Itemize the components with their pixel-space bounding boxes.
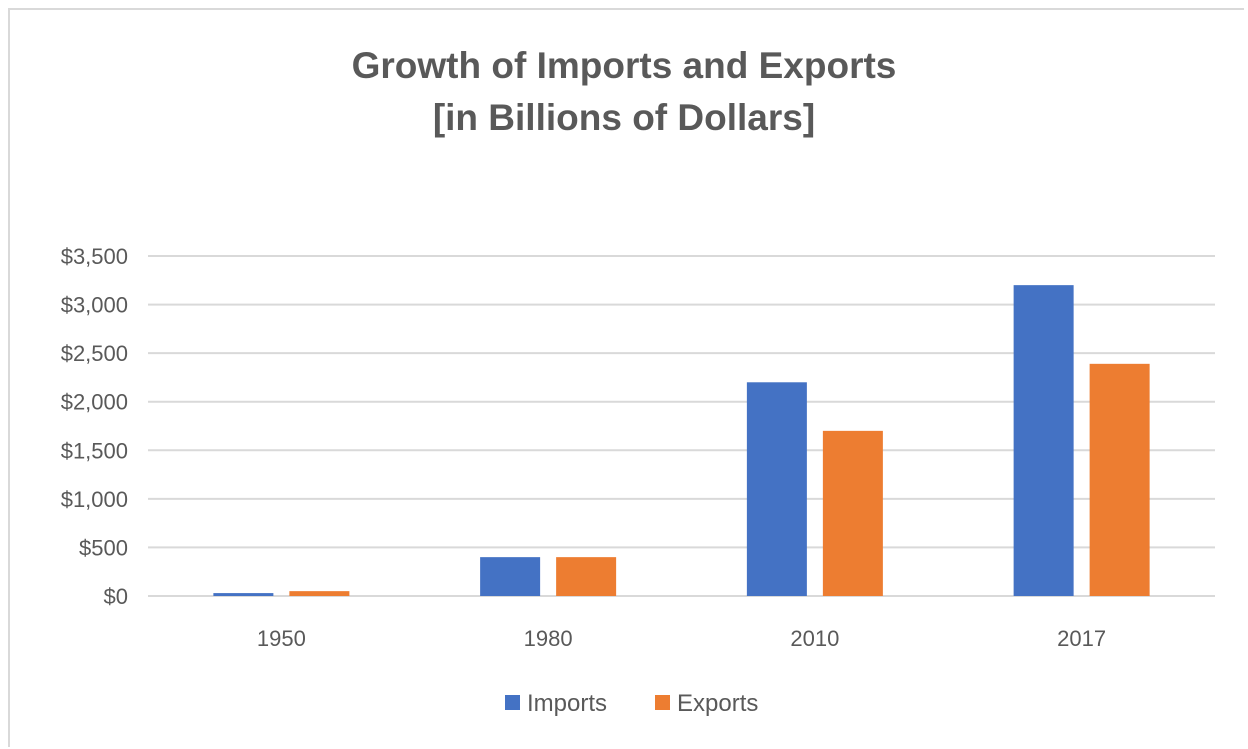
x-tick-label: 1980 xyxy=(524,626,573,651)
legend-item-imports[interactable]: Imports xyxy=(505,690,607,717)
y-tick-label: $3,000 xyxy=(61,293,128,318)
x-axis-ticks: 1950 1980 2010 2017 xyxy=(257,626,1106,651)
y-tick-label: $0 xyxy=(104,584,128,609)
bar-imports-1950[interactable] xyxy=(213,593,274,596)
bar-imports-2010[interactable] xyxy=(746,382,807,596)
x-tick-label: 2017 xyxy=(1057,626,1106,651)
y-tick-label: $2,500 xyxy=(61,341,128,366)
chart-title-line-2: [in Billions of Dollars] xyxy=(432,97,816,138)
bar-exports-2017[interactable] xyxy=(1089,363,1150,596)
legend[interactable]: Imports Exports xyxy=(505,690,758,717)
y-tick-label: $3,500 xyxy=(61,244,128,269)
chart-title: Growth of Imports and Exports [in Billio… xyxy=(0,40,1248,144)
y-tick-label: $500 xyxy=(79,535,128,560)
y-tick-label: $2,000 xyxy=(61,390,128,415)
y-axis-ticks: $0 $500 $1,000 $1,500 $2,000 $2,500 $3,000 $3,5… xyxy=(61,244,128,609)
bar-exports-2010[interactable] xyxy=(822,430,883,596)
y-tick-label: $1,500 xyxy=(61,438,128,463)
bars xyxy=(213,285,1150,596)
chart-title-line-1: Growth of Imports and Exports xyxy=(351,45,897,86)
legend-label: Exports xyxy=(677,690,758,717)
y-tick-label: $1,000 xyxy=(61,487,128,512)
legend-label: Imports xyxy=(527,690,607,717)
x-tick-label: 2010 xyxy=(790,626,839,651)
bar-exports-1950[interactable] xyxy=(289,591,350,596)
bar-exports-1980[interactable] xyxy=(556,557,617,596)
legend-item-exports[interactable]: Exports xyxy=(655,690,758,717)
bar-imports-2017[interactable] xyxy=(1013,285,1074,596)
legend-swatch xyxy=(655,695,670,710)
legend-swatch xyxy=(505,695,520,710)
bar-imports-1980[interactable] xyxy=(480,557,541,596)
x-tick-label: 1950 xyxy=(257,626,306,651)
